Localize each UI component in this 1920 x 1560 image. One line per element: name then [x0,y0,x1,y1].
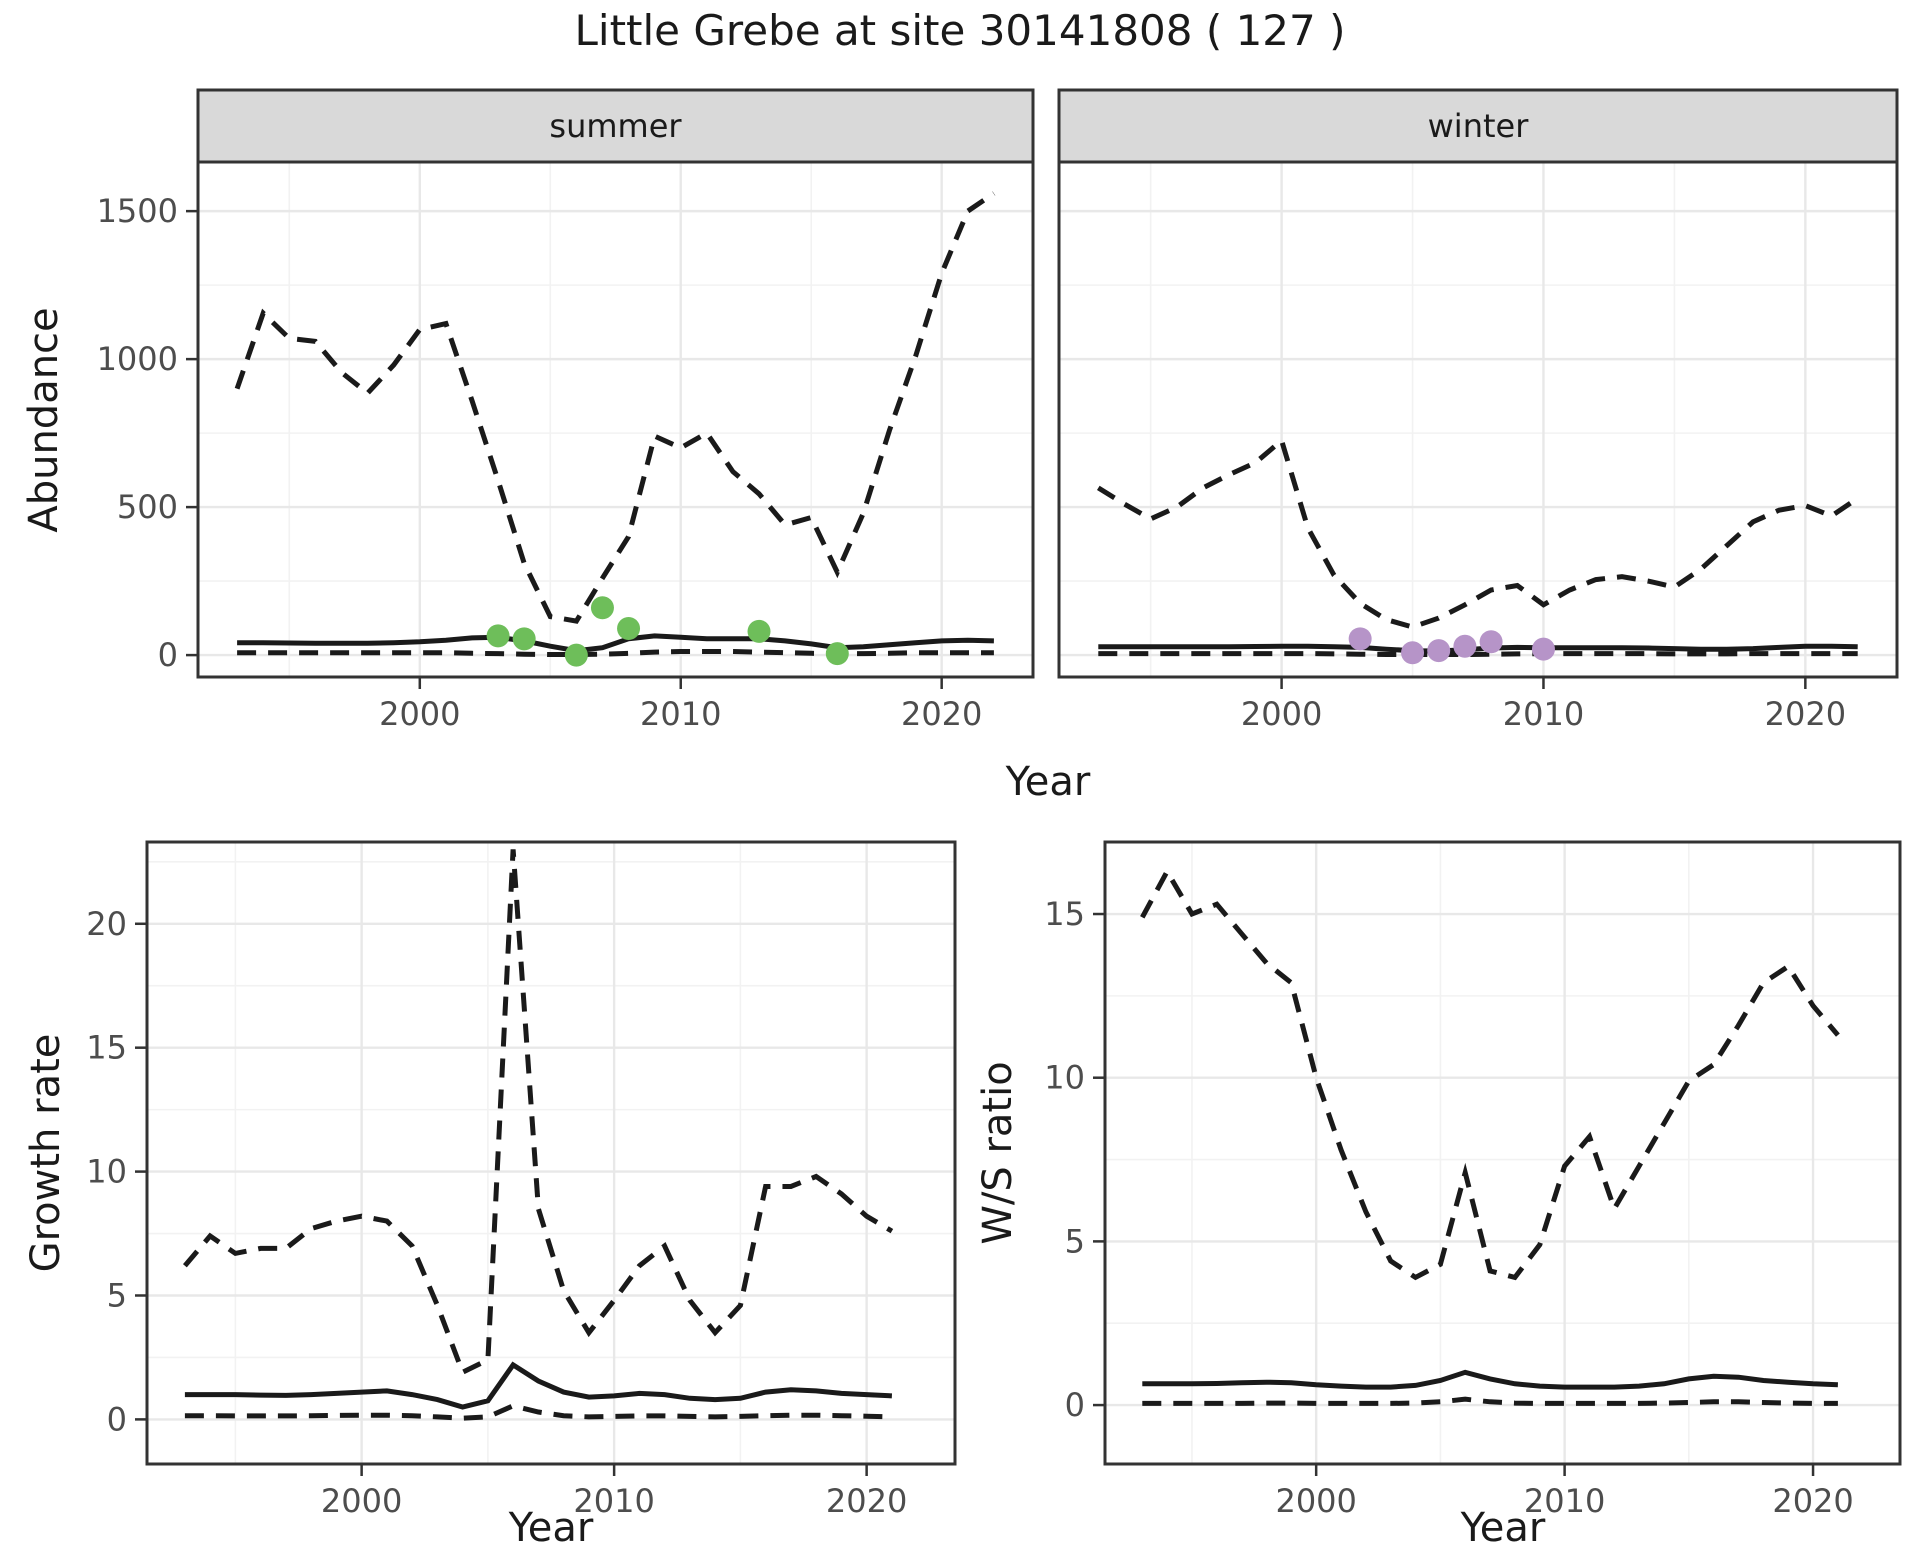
panel-abundance-winter: 2000 2010 2020 winter [1057,88,1899,733]
observed-point [1531,637,1555,661]
facet-label-winter: winter [1428,107,1530,145]
ws-ratio-axis-label: W/S ratio [975,1061,1021,1245]
y-tick-label: 0 [158,636,178,674]
x-tick-label: 2010 [1503,695,1584,733]
panel-border [1103,840,1902,1466]
top-year-axis-label: Year [1005,759,1091,805]
x-tick-label: 2000 [1275,1482,1356,1520]
y-tick-label: 5 [107,1276,127,1314]
upper-95-ci-line [1096,436,1860,630]
chart-title: Little Grebe at site 30141808 ( 127 ) [574,6,1346,55]
y-tick-label: 10 [1044,1059,1085,1097]
x-tick-label: 2020 [1772,1482,1853,1520]
observed-point [590,596,614,620]
y-tick-label: 15 [1044,895,1085,933]
x-tick-label: 2020 [1765,695,1846,733]
observed-point [1348,627,1372,651]
estimate-line [184,1361,893,1410]
facet-label-summer: summer [549,107,682,145]
panel-growth-rate: 2000 2010 2020 0 5 10 15 20 [86,840,957,1520]
upper-95-ci-line [234,191,996,624]
panel-border [145,840,957,1466]
y-tick-label: 1500 [97,192,178,230]
panel-background [1105,842,1900,1464]
observed-point [1427,639,1451,663]
x-tick-label: 2010 [640,695,721,733]
observed-point [617,616,641,640]
observed-point [486,624,510,648]
panel-background [198,162,1033,677]
y-tick-label: 0 [1065,1386,1085,1424]
x-tick-label: 2010 [1524,1482,1605,1520]
x-tick-label: 2010 [573,1482,654,1520]
y-tick-label: 0 [107,1400,127,1438]
observed-point [1453,634,1477,658]
lower-95-ci-line [237,649,994,657]
facet-strip-summer [196,88,1035,164]
growth-rate-axis-label: Growth rate [23,1033,69,1273]
facet-strip-winter [1057,88,1899,164]
y-tick-label: 20 [86,905,127,943]
upper-95-ci-line [1140,866,1840,1281]
estimate-line [1098,643,1858,654]
upper-95-ci-line [182,849,894,1376]
x-tick-label: 2000 [1241,695,1322,733]
panel-ws-ratio: 2000 2010 2020 0 5 10 15 [1044,840,1902,1520]
x-tick-label: 2020 [901,695,982,733]
estimate-line [1142,1369,1839,1390]
abundance-axis-label: Abundance [21,307,67,533]
y-tick-label: 15 [86,1029,127,1067]
observed-point [1479,630,1503,654]
panel-background [1059,162,1897,677]
observed-point [564,643,588,667]
y-tick-label: 1000 [97,340,178,378]
y-tick-label: 500 [117,488,178,526]
panel-background [147,842,955,1464]
estimate-line [237,633,994,654]
y-tick-label: 5 [1065,1222,1085,1260]
observed-point [1401,641,1425,665]
x-tick-label: 2000 [379,695,460,733]
bottom-right-year-axis-label: Year [1460,1505,1546,1551]
lower-95-ci-line [184,1403,892,1421]
x-tick-label: 2020 [826,1482,907,1520]
y-tick-label: 10 [86,1153,127,1191]
bottom-left-year-axis-label: Year [508,1505,594,1551]
panel-abundance-summer: 2000 2010 2020 0 500 1000 1500 summer [97,88,1035,733]
observed-point [747,619,771,643]
lower-95-ci-line [1142,1396,1838,1406]
x-tick-label: 2000 [321,1482,402,1520]
lower-95-ci-line [1098,651,1858,657]
observed-point [512,627,536,651]
observed-point [825,642,849,666]
